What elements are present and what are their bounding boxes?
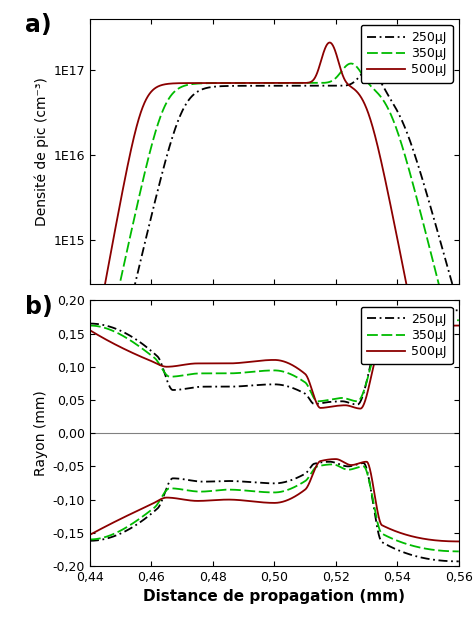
250μJ	[266, 381, 272, 388]
250μJ	[446, 307, 451, 314]
350μJ	[266, 367, 272, 374]
500μJ	[456, 322, 462, 329]
500μJ	[87, 347, 93, 355]
250μJ	[456, 304, 462, 311]
Legend: 250μJ, 350μJ, 500μJ: 250μJ, 350μJ, 500μJ	[361, 307, 453, 364]
250μJ	[378, 78, 384, 85]
500μJ	[445, 322, 451, 330]
500μJ	[378, 155, 384, 162]
Line: 350μJ: 350μJ	[90, 320, 459, 401]
500μJ	[106, 261, 112, 268]
350μJ	[378, 93, 384, 100]
Text: b): b)	[26, 295, 53, 319]
500μJ	[378, 340, 384, 347]
500μJ	[446, 322, 451, 330]
Line: 250μJ: 250μJ	[90, 310, 459, 404]
Y-axis label: Densité de pic (cm⁻³): Densité de pic (cm⁻³)	[35, 77, 49, 226]
500μJ	[358, 405, 363, 412]
250μJ	[106, 323, 112, 330]
500μJ	[266, 79, 272, 86]
350μJ	[106, 325, 112, 333]
250μJ	[445, 307, 451, 314]
Y-axis label: Rayon (mm): Rayon (mm)	[35, 390, 48, 476]
Text: a): a)	[26, 13, 52, 37]
500μJ	[445, 347, 451, 355]
250μJ	[87, 347, 93, 355]
250μJ	[87, 320, 93, 327]
250μJ	[456, 307, 462, 314]
350μJ	[378, 335, 384, 342]
Line: 500μJ: 500μJ	[90, 42, 459, 351]
350μJ	[87, 347, 93, 355]
500μJ	[87, 327, 93, 334]
350μJ	[456, 347, 462, 355]
Line: 350μJ: 350μJ	[90, 63, 459, 351]
500μJ	[446, 347, 451, 355]
500μJ	[257, 357, 263, 364]
500μJ	[106, 337, 112, 345]
350μJ	[315, 397, 320, 405]
350μJ	[106, 330, 112, 338]
350μJ	[445, 317, 451, 325]
350μJ	[257, 79, 263, 86]
250μJ	[266, 82, 272, 90]
350μJ	[257, 368, 263, 375]
250μJ	[378, 327, 384, 334]
350μJ	[87, 322, 93, 329]
350μJ	[446, 317, 451, 324]
250μJ	[354, 401, 360, 408]
Line: 500μJ: 500μJ	[90, 325, 459, 409]
500μJ	[257, 79, 263, 86]
250μJ	[106, 347, 112, 355]
250μJ	[257, 381, 263, 389]
Line: 250μJ: 250μJ	[90, 70, 459, 351]
250μJ	[445, 265, 451, 272]
500μJ	[327, 39, 333, 46]
250μJ	[366, 66, 372, 73]
350μJ	[446, 318, 451, 325]
250μJ	[446, 266, 451, 274]
350μJ	[456, 317, 462, 324]
Legend: 250μJ, 350μJ, 500μJ: 250μJ, 350μJ, 500μJ	[361, 25, 453, 83]
500μJ	[266, 356, 272, 364]
350μJ	[445, 317, 451, 324]
250μJ	[257, 82, 263, 90]
350μJ	[348, 60, 354, 67]
350μJ	[266, 79, 272, 86]
X-axis label: Distance de propagation (mm): Distance de propagation (mm)	[143, 590, 405, 605]
500μJ	[456, 347, 462, 355]
